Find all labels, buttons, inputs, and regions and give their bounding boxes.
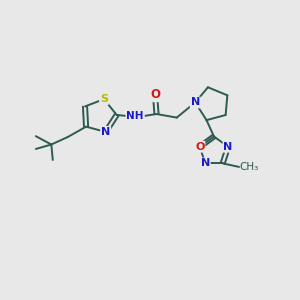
Text: N: N — [190, 98, 200, 107]
Text: O: O — [150, 88, 160, 101]
Text: N: N — [201, 158, 210, 168]
Text: N: N — [224, 142, 233, 152]
Text: N: N — [101, 127, 110, 137]
Text: NH: NH — [126, 111, 144, 122]
Text: CH₃: CH₃ — [240, 162, 259, 172]
Text: S: S — [100, 94, 108, 104]
Text: O: O — [195, 142, 205, 152]
